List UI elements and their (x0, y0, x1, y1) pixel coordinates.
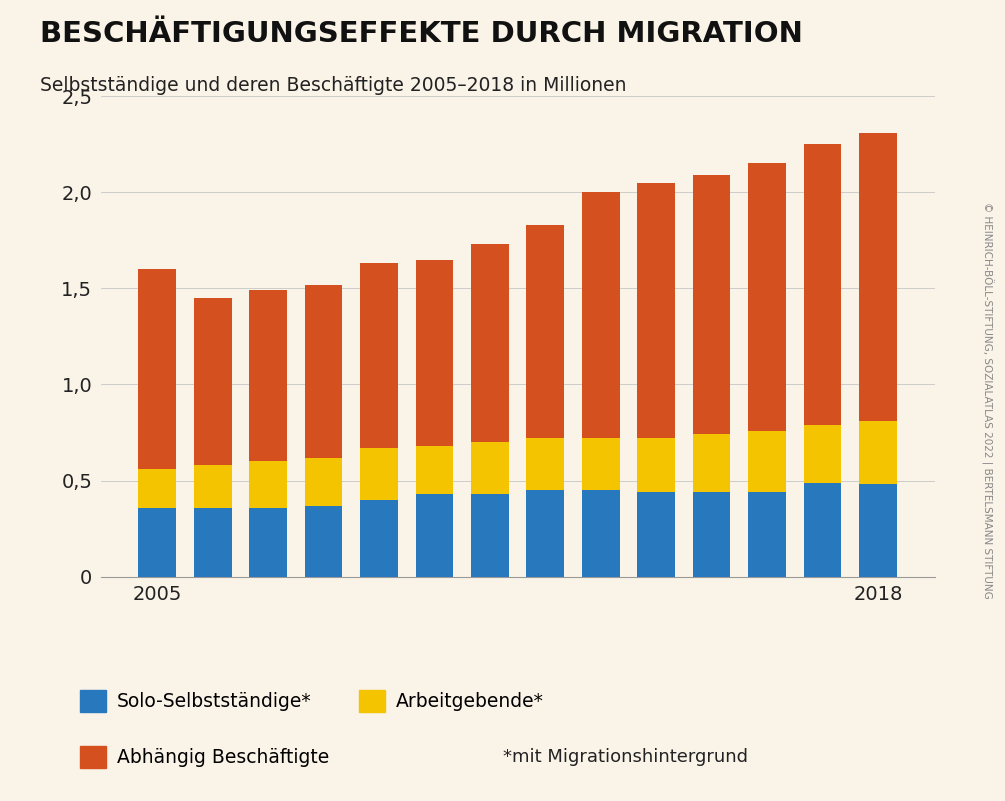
Text: *mit Migrationshintergrund: *mit Migrationshintergrund (502, 748, 748, 766)
Bar (305, 284, 343, 457)
Bar (692, 492, 731, 577)
Bar (139, 469, 176, 508)
Bar (859, 133, 896, 421)
Bar (804, 425, 841, 482)
Bar (527, 438, 564, 490)
Bar (416, 260, 453, 446)
Bar (582, 490, 619, 577)
Bar (804, 482, 841, 577)
Legend: Abhängig Beschäftigte: Abhängig Beschäftigte (79, 746, 330, 767)
Bar (416, 446, 453, 494)
Bar (637, 438, 675, 492)
Bar (305, 505, 343, 577)
Bar (194, 298, 231, 465)
Bar (194, 465, 231, 508)
Bar (139, 508, 176, 577)
Text: © HEINRICH-BÖLL-STIFTUNG, SOZIALATLAS 2022 | BERTELSMANN STIFTUNG: © HEINRICH-BÖLL-STIFTUNG, SOZIALATLAS 20… (981, 202, 993, 599)
Bar (859, 485, 896, 577)
Bar (360, 500, 398, 577)
Bar (692, 175, 731, 434)
Bar (859, 421, 896, 485)
Bar (748, 431, 786, 492)
Bar (748, 492, 786, 577)
Text: BESCHÄFTIGUNGSEFFEKTE DURCH MIGRATION: BESCHÄFTIGUNGSEFFEKTE DURCH MIGRATION (40, 20, 803, 48)
Bar (194, 508, 231, 577)
Bar (637, 183, 675, 438)
Bar (582, 438, 619, 490)
Bar (249, 290, 287, 461)
Bar (139, 269, 176, 469)
Bar (249, 508, 287, 577)
Bar (360, 264, 398, 448)
Bar (637, 492, 675, 577)
Bar (249, 461, 287, 508)
Bar (471, 494, 509, 577)
Bar (748, 163, 786, 431)
Bar (527, 490, 564, 577)
Bar (471, 442, 509, 494)
Bar (692, 434, 731, 492)
Legend: Solo-Selbstständige*, Arbeitgebende*: Solo-Selbstständige*, Arbeitgebende* (79, 690, 544, 711)
Bar (527, 225, 564, 438)
Bar (305, 457, 343, 505)
Bar (471, 244, 509, 442)
Bar (582, 192, 619, 438)
Bar (804, 144, 841, 425)
Bar (360, 448, 398, 500)
Bar (416, 494, 453, 577)
Text: Selbstständige und deren Beschäftigte 2005–2018 in Millionen: Selbstständige und deren Beschäftigte 20… (40, 76, 627, 95)
